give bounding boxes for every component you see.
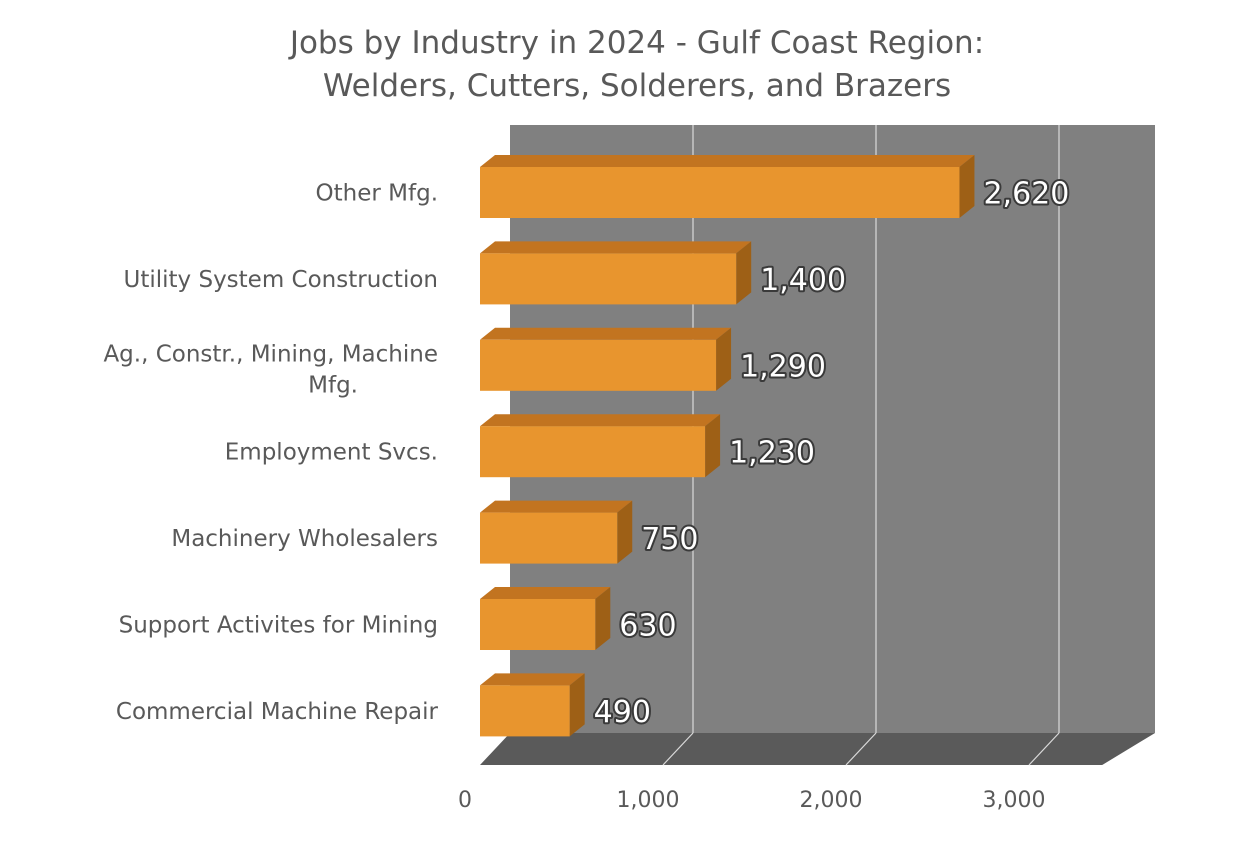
bar <box>480 599 596 650</box>
category-label: Other Mfg. <box>316 181 438 207</box>
bar <box>480 426 706 478</box>
category-label: Support Activites for Mining <box>119 613 438 639</box>
category-label: Employment Svcs. <box>225 440 438 466</box>
bar-side-face <box>959 155 975 218</box>
bar-top-face <box>480 327 732 340</box>
bar <box>480 685 570 737</box>
bar-side-face <box>736 241 752 305</box>
bar <box>480 253 737 305</box>
bar-side-face <box>595 587 611 650</box>
category-label: Machinery Wholesalers <box>171 526 438 552</box>
bar-top-face <box>480 673 585 686</box>
bar <box>480 167 960 218</box>
x-tick-label: 1,000 <box>617 788 680 813</box>
x-tick-label: 3,000 <box>983 788 1046 813</box>
bar-side-face <box>617 500 633 564</box>
data-label: 1,400 <box>760 263 846 298</box>
chart-title: Jobs by Industry in 2024 - Gulf Coast Re… <box>288 25 984 61</box>
category-label: Commercial Machine Repair <box>116 699 439 725</box>
plot-area: 2,620 Other Mfg. 1,400 Utility System Const… <box>103 125 1155 813</box>
data-label: 1,230 <box>729 436 815 471</box>
data-label: 1,290 <box>740 349 826 384</box>
chart-subtitle: Welders, Cutters, Solderers, and Brazers <box>323 68 951 104</box>
category-label: Ag., Constr., Mining, Machine Mfg. <box>103 341 438 398</box>
bar-top-face <box>480 500 633 513</box>
bar-top-face <box>480 587 611 599</box>
bar-side-face <box>569 673 585 737</box>
bar-top-face <box>480 241 752 254</box>
data-label: 750 <box>641 522 698 557</box>
floor-gridline <box>1028 732 1060 766</box>
floor-gridline <box>662 732 694 766</box>
floor <box>480 733 1155 765</box>
x-tick-label: 2,000 <box>800 788 863 813</box>
bar-top-face <box>480 414 721 427</box>
data-label: 490 <box>594 695 651 730</box>
bar <box>480 339 717 391</box>
bar-top-face <box>480 155 975 167</box>
floor-gridline <box>845 732 877 766</box>
x-tick-label: 0 <box>458 788 472 813</box>
data-label: 630 <box>619 609 676 644</box>
bar <box>480 512 618 564</box>
data-label: 2,620 <box>983 177 1069 212</box>
bar-side-face <box>716 327 732 391</box>
bar-side-face <box>705 414 721 478</box>
category-label: Utility System Construction <box>124 267 439 293</box>
